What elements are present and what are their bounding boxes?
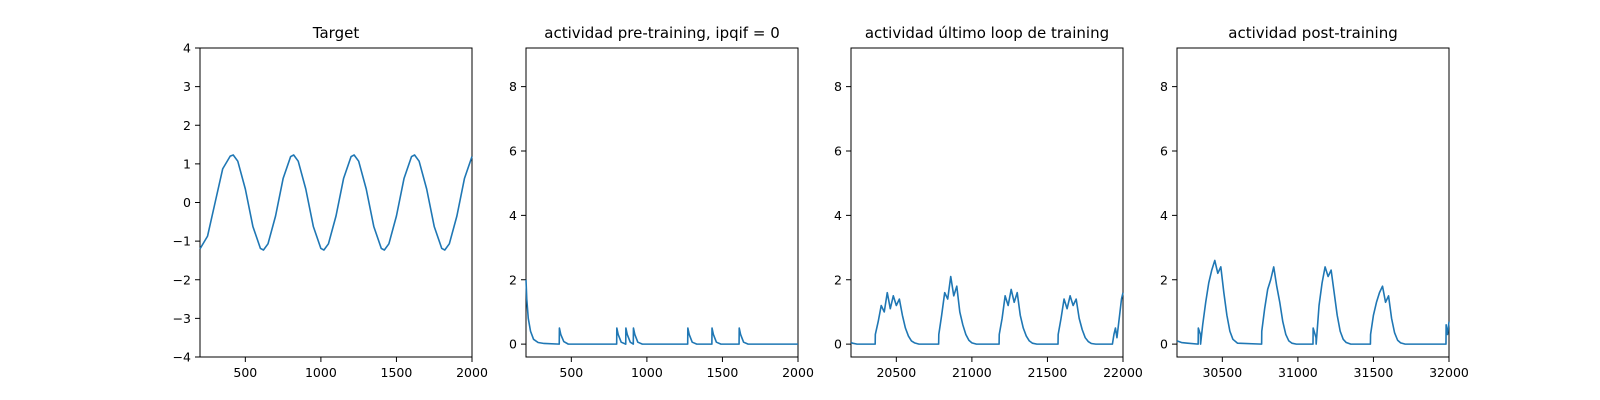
y-tick-label: 6 (509, 144, 517, 159)
series-line-1 (199, 154, 473, 251)
chart-title: actividad post-training (1228, 24, 1397, 42)
plot-area (199, 47, 473, 358)
x-tick-label: 1500 (381, 365, 413, 380)
plot-area (1176, 47, 1450, 358)
y-tick-label: 0 (183, 195, 191, 210)
x-tick-label: 21000 (952, 365, 992, 380)
x-tick-label: 2000 (456, 365, 488, 380)
y-tick-label: 0 (509, 337, 517, 352)
x-tick-label: 1500 (707, 365, 739, 380)
x-tick-label: 22000 (1103, 365, 1143, 380)
y-tick-label: −4 (173, 350, 191, 365)
x-tick-label: 1000 (631, 365, 663, 380)
x-tick-label: 1000 (305, 365, 337, 380)
x-tick-label: 31500 (1354, 365, 1394, 380)
y-tick-label: 8 (509, 79, 517, 94)
x-tick-label: 32000 (1429, 365, 1469, 380)
chart-panel-2: actividad pre-training, ipqif = 0 500 1000… (509, 24, 814, 380)
y-tick-label: 6 (1160, 144, 1168, 159)
series-line-1 (525, 279, 798, 345)
x-tick-label: 2000 (782, 365, 814, 380)
y-tick-label: 0 (1160, 337, 1168, 352)
y-tick-label: −1 (173, 234, 191, 249)
y-tick-label: −2 (173, 272, 191, 287)
y-tick-label: 4 (183, 41, 191, 56)
chart-title: actividad último loop de training (865, 24, 1109, 42)
chart-title: actividad pre-training, ipqif = 0 (544, 24, 780, 42)
y-tick-label: 6 (834, 144, 842, 159)
y-tick-label: 4 (1160, 208, 1168, 223)
y-tick-label: 1 (183, 156, 191, 171)
x-tick-label: 31000 (1278, 365, 1318, 380)
y-tick-label: 4 (509, 208, 517, 223)
y-tick-label: 2 (183, 118, 191, 133)
chart-panel-3: actividad último loop de training 20500 21… (834, 24, 1143, 380)
y-tick-label: 2 (834, 272, 842, 287)
x-tick-label: 30500 (1202, 365, 1242, 380)
series-line-1 (1176, 259, 1450, 345)
y-tick-label: 0 (834, 337, 842, 352)
y-tick-label: −3 (173, 311, 191, 326)
y-tick-label: 8 (1160, 79, 1168, 94)
y-tick-label: 2 (509, 272, 517, 287)
y-tick-label: 8 (834, 79, 842, 94)
chart-panel-1: Target 500 1000 1500 2000 −4 −3 −2 −1 0 1 2 3 4 (173, 24, 488, 380)
chart-panel-4: actividad post-training 30500 31000 31500 32… (1160, 24, 1469, 380)
plot-area (850, 47, 1124, 358)
x-tick-label: 20500 (876, 365, 916, 380)
plot-area (525, 47, 799, 358)
chart-title: Target (312, 24, 360, 42)
y-tick-label: 3 (183, 79, 191, 94)
y-tick-label: 2 (1160, 272, 1168, 287)
y-tick-label: 4 (834, 208, 842, 223)
x-tick-label: 21500 (1028, 365, 1068, 380)
series-line-1 (850, 275, 1124, 345)
x-tick-label: 500 (559, 365, 583, 380)
x-tick-label: 500 (233, 365, 257, 380)
